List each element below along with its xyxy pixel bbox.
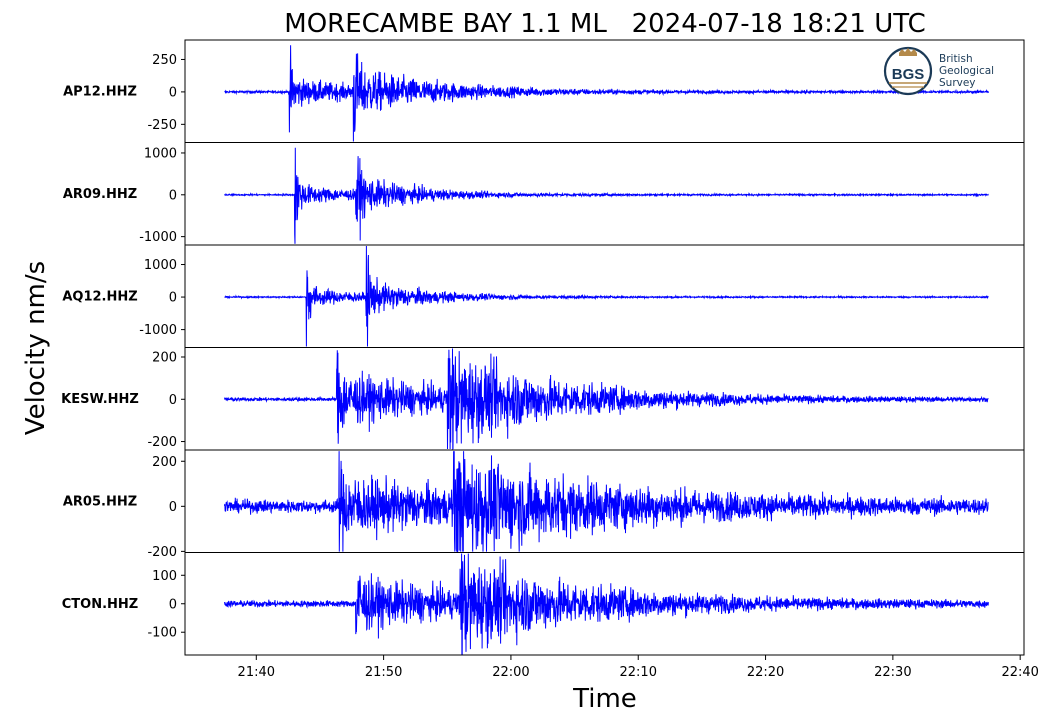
y-tick-label: -200 (147, 435, 177, 450)
y-tick-label: -1000 (139, 323, 177, 338)
station-label-aq12-hhz: AQ12.HHZ (62, 289, 137, 304)
waveform-kesw-hhz (224, 348, 989, 451)
y-tick-label: 200 (152, 351, 177, 366)
y-tick-label: -100 (147, 626, 177, 641)
logo-abbr: BGS (892, 66, 925, 83)
station-label-cton-hhz: CTON.HHZ (62, 597, 138, 612)
station-label-kesw-hhz: KESW.HHZ (61, 392, 139, 407)
bgs-logo: BGS British Geological Survey (883, 46, 994, 96)
waveform-aq12-hhz (224, 245, 989, 347)
y-tick-label: 0 (169, 85, 177, 100)
y-tick-label: -1000 (139, 230, 177, 245)
panel-ar05-hhz: 200 0 -200 AR05.HHZ (63, 449, 1025, 560)
waveform-ar05-hhz (224, 451, 989, 553)
y-tick-label: 0 (169, 291, 177, 306)
x-tick-label: 22:30 (874, 665, 911, 680)
y-tick-label: 1000 (144, 258, 177, 273)
y-tick-label: 0 (169, 500, 177, 515)
logo-line-1: British (939, 53, 973, 65)
y-tick-label: 1000 (144, 146, 177, 161)
waveform-ap12-hhz (224, 45, 989, 142)
station-label-ap12-hhz: AP12.HHZ (63, 84, 137, 99)
panel-kesw-hhz: 200 0 -200 KESW.HHZ (61, 347, 1025, 451)
waveform-ar09-hhz (224, 147, 989, 244)
x-axis-label: Time (572, 684, 637, 714)
y-tick-label: 0 (169, 393, 177, 408)
chart-title: MORECAMBE BAY 1.1 ML 2024-07-18 18:21 UT… (284, 9, 925, 39)
x-tick-label: 22:40 (1001, 665, 1038, 680)
panel-ar09-hhz: 1000 0 -1000 AR09.HHZ (63, 142, 1025, 246)
x-tick-label: 21:50 (365, 665, 402, 680)
x-tick-label: 22:00 (492, 665, 529, 680)
trace-panels: 2500-250AP12.HHZ10000-1000AR09.HHZ10000-… (61, 39, 1025, 656)
y-tick-label: 250 (152, 53, 177, 68)
bgs-roundel-icon: BGS (883, 46, 933, 96)
waveform-cton-hhz (224, 553, 989, 655)
logo-line-3: Survey (939, 77, 976, 89)
y-tick-label: -200 (147, 545, 177, 560)
panel-ap12-hhz: 250 0 -250 AP12.HHZ (63, 39, 1025, 143)
station-label-ar09-hhz: AR09.HHZ (63, 187, 137, 202)
panel-aq12-hhz: 1000 0 -1000 AQ12.HHZ (62, 244, 1025, 348)
x-axis: 21:40 21:50 22:00 22:10 22:20 22:30 22:40 (238, 655, 1039, 680)
y-tick-label: 200 (152, 455, 177, 470)
logo-line-2: Geological (939, 65, 994, 77)
y-axis-label: Velocity nm/s (21, 261, 51, 435)
y-tick-label: 100 (152, 569, 177, 584)
y-tick-label: 0 (169, 188, 177, 203)
y-tick-label: -250 (147, 118, 177, 133)
y-tick-label: 0 (169, 597, 177, 612)
x-tick-label: 21:40 (238, 665, 275, 680)
panel-cton-hhz: 100 0 -100 CTON.HHZ (62, 552, 1025, 656)
x-tick-label: 22:10 (620, 665, 657, 680)
x-tick-label: 22:20 (747, 665, 784, 680)
station-label-ar05-hhz: AR05.HHZ (63, 494, 137, 509)
